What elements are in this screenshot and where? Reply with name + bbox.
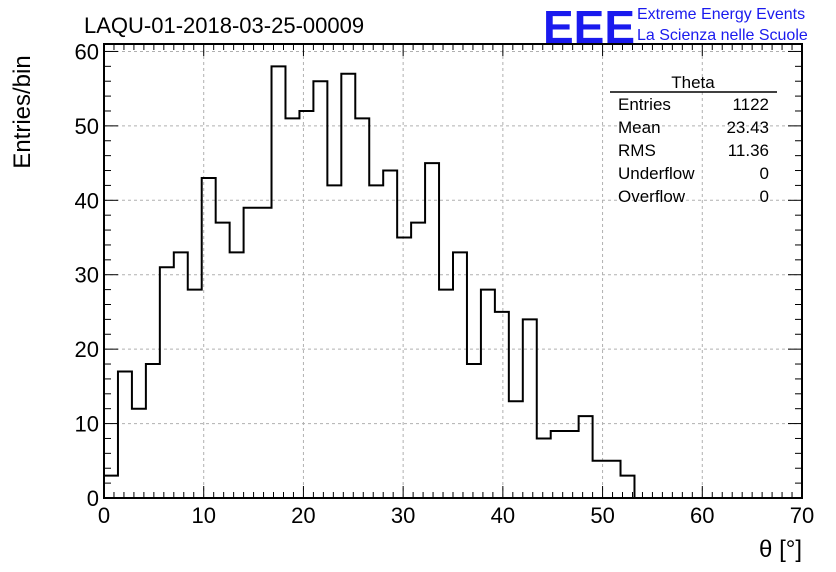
x-tick-label: 70 bbox=[790, 503, 814, 528]
stats-row-value: 11.36 bbox=[728, 141, 769, 160]
y-tick-label: 50 bbox=[75, 114, 99, 139]
y-tick-label: 40 bbox=[75, 188, 99, 213]
stats-title: Theta bbox=[671, 73, 715, 92]
histogram-series bbox=[103, 65, 802, 499]
stats-row-value: 23.43 bbox=[726, 118, 769, 137]
stats-row-label: Mean bbox=[618, 118, 661, 137]
x-tick-label: 0 bbox=[98, 503, 110, 528]
stats-row-value: 0 bbox=[760, 164, 769, 183]
logo-mark: EEE bbox=[543, 1, 635, 53]
x-tick-label: 10 bbox=[191, 503, 215, 528]
stats-box: Theta Entries 1122 Mean 23.43 RMS 11.36 Underf… bbox=[610, 73, 777, 206]
logo-line-2: La Scienza nelle Scuole bbox=[637, 27, 808, 44]
x-tick-label: 60 bbox=[690, 503, 714, 528]
y-tick-labels: 0 10 20 30 40 50 60 bbox=[75, 39, 99, 511]
axis-ticks bbox=[103, 44, 803, 499]
eee-logo: EEE Extreme Energy Events La Scienza nel… bbox=[543, 1, 808, 53]
x-tick-label: 50 bbox=[590, 503, 614, 528]
y-tick-label: 60 bbox=[75, 39, 99, 64]
y-tick-label: 30 bbox=[75, 263, 99, 288]
x-tick-label: 20 bbox=[291, 503, 315, 528]
x-tick-labels: 0 10 20 30 40 50 60 70 bbox=[98, 503, 814, 528]
chart-title: LAQU-01-2018-03-25-00009 bbox=[84, 13, 364, 38]
x-axis-label: θ [°] bbox=[759, 536, 802, 563]
stats-row-label: Entries bbox=[618, 95, 671, 114]
y-tick-label: 20 bbox=[75, 337, 99, 362]
y-axis-label: Entries/bin bbox=[9, 55, 36, 168]
x-tick-label: 30 bbox=[391, 503, 415, 528]
stats-row-label: Underflow bbox=[618, 164, 695, 183]
stats-row-value: 1122 bbox=[732, 95, 769, 114]
logo-line-1: Extreme Energy Events bbox=[637, 6, 805, 23]
x-tick-label: 40 bbox=[491, 503, 515, 528]
stats-row-label: Overflow bbox=[618, 187, 686, 206]
stats-rows: Entries 1122 Mean 23.43 RMS 11.36 Underflow 0 Ov… bbox=[618, 95, 769, 206]
stats-row-value: 0 bbox=[760, 187, 769, 206]
stats-row-label: RMS bbox=[618, 141, 656, 160]
y-tick-label: 0 bbox=[87, 486, 99, 511]
y-tick-label: 10 bbox=[75, 412, 99, 437]
